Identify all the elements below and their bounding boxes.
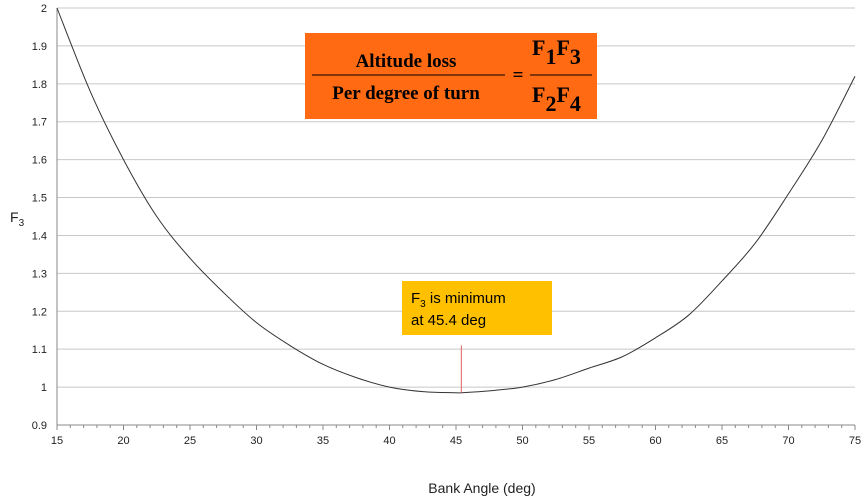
annotation-background: [402, 281, 552, 335]
formula-box: Altitude loss Per degree of turn = F1F3 …: [305, 33, 597, 119]
x-tick-label: 40: [383, 435, 395, 447]
grid-lines: [56, 7, 855, 426]
x-tick-labels: 15 20 25 30 35 40 45 50 55 60 65 70 75: [51, 435, 861, 447]
y-tick-label: 1.2: [32, 306, 47, 318]
y-tick-label: 1.8: [32, 79, 47, 91]
annotation-line-1: F3 is minimum: [411, 290, 506, 310]
y-tick-label: 1.9: [32, 41, 47, 53]
x-tick-label: 75: [849, 435, 861, 447]
x-axis-title: Bank Angle (deg): [428, 480, 535, 496]
y-tick-label: 1.5: [32, 193, 47, 205]
minimum-annotation: F3 is minimum at 45.4 deg: [402, 281, 552, 335]
formula-rhs-denominator: F2F4: [532, 82, 581, 116]
y-tick-labels: 0.9 1 1.1 1.2 1.3 1.4 1.5 1.6 1.7 1.8 1.9 2: [32, 3, 47, 432]
x-tick-label: 45: [450, 435, 462, 447]
formula-denominator: Per degree of turn: [332, 83, 480, 104]
y-axis-title: F3: [10, 209, 25, 229]
x-tick-label: 70: [782, 435, 794, 447]
x-minor-ticks: [56, 425, 856, 430]
y-tick-label: 1.3: [32, 268, 47, 280]
x-tick-label: 15: [51, 435, 63, 447]
x-tick-label: 35: [317, 435, 329, 447]
y-tick-label: 1.6: [32, 155, 47, 167]
annotation-line-2: at 45.4 deg: [411, 312, 486, 329]
y-tick-label: 1.7: [32, 117, 47, 129]
formula-rhs-numerator: F1F3: [532, 35, 581, 69]
formula-equals: =: [513, 65, 524, 86]
y-tick-label: 1.4: [32, 230, 47, 242]
y-tick-label: 2: [41, 3, 47, 15]
series-line: [56, 7, 856, 394]
x-tick-label: 65: [716, 435, 728, 447]
formula-background: [305, 33, 597, 119]
x-tick-label: 50: [516, 435, 528, 447]
y-tick-label: 1.1: [32, 344, 47, 356]
x-tick-label: 60: [649, 435, 661, 447]
x-tick-label: 30: [250, 435, 262, 447]
y-tick-label: 1: [41, 382, 47, 394]
formula-numerator: Altitude loss: [356, 51, 457, 72]
x-tick-label: 55: [583, 435, 595, 447]
x-tick-label: 20: [117, 435, 129, 447]
y-tick-label: 0.9: [32, 420, 47, 432]
x-tick-label: 25: [184, 435, 196, 447]
